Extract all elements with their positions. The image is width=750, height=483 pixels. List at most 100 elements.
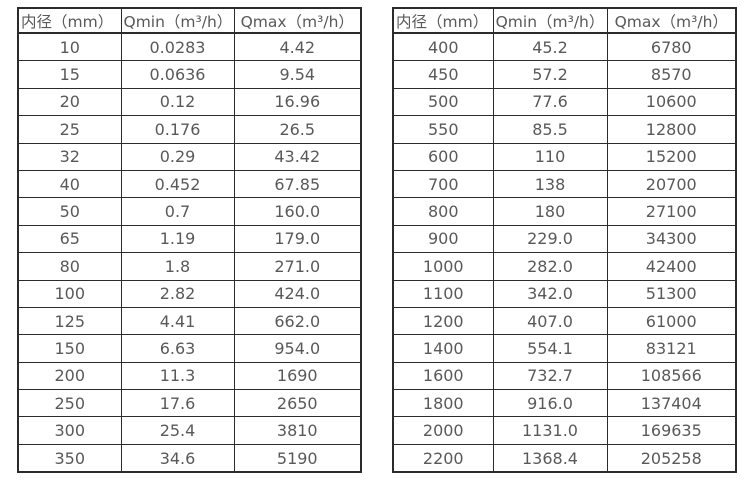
table-header: 内径（mm） Qmin（m³/h） Qmax（m³/h）: [392, 7, 737, 34]
table-cell: 34.6: [120, 443, 235, 473]
table-cell: 1000: [392, 252, 494, 281]
table-cell: 51300: [606, 279, 737, 308]
table-cell: 45.2: [492, 32, 608, 62]
table-cell: 17.6: [120, 389, 235, 418]
table-cell: 732.7: [492, 361, 608, 391]
table-row: 50 0.7 160.0: [17, 197, 362, 226]
table-cell: 400: [392, 32, 494, 62]
table-cell: 662.0: [233, 306, 362, 336]
table-cell: 25: [17, 115, 122, 144]
table-cell: 2000: [392, 416, 494, 445]
table-row: 500 77.6 10600: [392, 87, 737, 117]
table-cell: 407.0: [492, 306, 608, 336]
table-cell: 169635: [606, 416, 737, 445]
table-cell: 1200: [392, 306, 494, 336]
table-cell: 554.1: [492, 334, 608, 363]
table-cell: 2200: [392, 443, 494, 473]
table-row: 1400 554.1 83121: [392, 334, 737, 363]
table-cell: 67.85: [233, 169, 362, 199]
table-cell: 179.0: [233, 224, 362, 254]
table-cell: 1368.4: [492, 443, 608, 473]
table-cell: 40: [17, 169, 122, 199]
table-cell: 500: [392, 87, 494, 117]
table-row: 150 6.63 954.0: [17, 334, 362, 363]
header-cell-qmin: Qmin（m³/h）: [492, 7, 608, 34]
table-cell: 250: [17, 389, 122, 418]
table-cell: 12800: [606, 115, 737, 144]
table-row: 40 0.452 67.85: [17, 169, 362, 199]
header-cell-qmin: Qmin（m³/h）: [120, 7, 235, 34]
table-row: 450 57.2 8570: [392, 60, 737, 89]
table-cell: 229.0: [492, 224, 608, 254]
table-row: 1100 342.0 51300: [392, 279, 737, 308]
table-cell: 57.2: [492, 60, 608, 89]
table-cell: 4.42: [233, 32, 362, 62]
table-cell: 700: [392, 169, 494, 199]
table-cell: 2.82: [120, 279, 235, 308]
table-cell: 282.0: [492, 252, 608, 281]
table-cell: 1.19: [120, 224, 235, 254]
table-cell: 32: [17, 142, 122, 171]
table-row: 1600 732.7 108566: [392, 361, 737, 391]
table-cell: 300: [17, 416, 122, 445]
table-cell: 50: [17, 197, 122, 226]
header-cell-diameter: 内径（mm）: [392, 7, 494, 34]
table-cell: 125: [17, 306, 122, 336]
table-cell: 16.96: [233, 87, 362, 117]
table-cell: 3810: [233, 416, 362, 445]
table-row: 80 1.8 271.0: [17, 252, 362, 281]
table-cell: 180: [492, 197, 608, 226]
table-cell: 0.29: [120, 142, 235, 171]
table-row: 65 1.19 179.0: [17, 224, 362, 254]
table-cell: 1.8: [120, 252, 235, 281]
header-cell-qmax: Qmax（m³/h）: [233, 7, 362, 34]
table-cell: 0.0283: [120, 32, 235, 62]
table-cell: 15: [17, 60, 122, 89]
table-row: 350 34.6 5190: [17, 443, 362, 473]
table-body: 10 0.0283 4.42 15 0.0636 9.54 20 0.12 16.96 25 0.1…: [17, 32, 362, 473]
table-cell: 1690: [233, 361, 362, 391]
table-row: 700 138 20700: [392, 169, 737, 199]
table-cell: 1100: [392, 279, 494, 308]
table-cell: 342.0: [492, 279, 608, 308]
table-cell: 0.7: [120, 197, 235, 226]
table-row: 250 17.6 2650: [17, 389, 362, 418]
table-cell: 916.0: [492, 389, 608, 418]
table-cell: 350: [17, 443, 122, 473]
table-row: 1200 407.0 61000: [392, 306, 737, 336]
table-body: 400 45.2 6780 450 57.2 8570 500 77.6 10600 550 85.…: [392, 32, 737, 473]
table-row: 100 2.82 424.0: [17, 279, 362, 308]
table-row: 2200 1368.4 205258: [392, 443, 737, 473]
table-cell: 954.0: [233, 334, 362, 363]
table-cell: 27100: [606, 197, 737, 226]
table-cell: 6780: [606, 32, 737, 62]
table-cell: 42400: [606, 252, 737, 281]
table-cell: 0.0636: [120, 60, 235, 89]
table-cell: 83121: [606, 334, 737, 363]
table-cell: 2650: [233, 389, 362, 418]
table-cell: 424.0: [233, 279, 362, 308]
table-cell: 43.42: [233, 142, 362, 171]
table-row: 600 110 15200: [392, 142, 737, 171]
table-header: 内径（mm） Qmin（m³/h） Qmax（m³/h）: [17, 7, 362, 34]
table-cell: 110: [492, 142, 608, 171]
table-cell: 10: [17, 32, 122, 62]
table-cell: 11.3: [120, 361, 235, 391]
table-cell: 550: [392, 115, 494, 144]
table-row: 10 0.0283 4.42: [17, 32, 362, 62]
header-cell-qmax: Qmax（m³/h）: [606, 7, 737, 34]
table-cell: 138: [492, 169, 608, 199]
table-row: 1000 282.0 42400: [392, 252, 737, 281]
table-cell: 4.41: [120, 306, 235, 336]
header-row: 内径（mm） Qmin（m³/h） Qmax（m³/h）: [17, 7, 362, 34]
table-cell: 1600: [392, 361, 494, 391]
table-cell: 450: [392, 60, 494, 89]
table-cell: 80: [17, 252, 122, 281]
table-cell: 160.0: [233, 197, 362, 226]
table-cell: 5190: [233, 443, 362, 473]
table-cell: 0.176: [120, 115, 235, 144]
table-cell: 85.5: [492, 115, 608, 144]
table-cell: 9.54: [233, 60, 362, 89]
table-cell: 1131.0: [492, 416, 608, 445]
table-row: 1800 916.0 137404: [392, 389, 737, 418]
